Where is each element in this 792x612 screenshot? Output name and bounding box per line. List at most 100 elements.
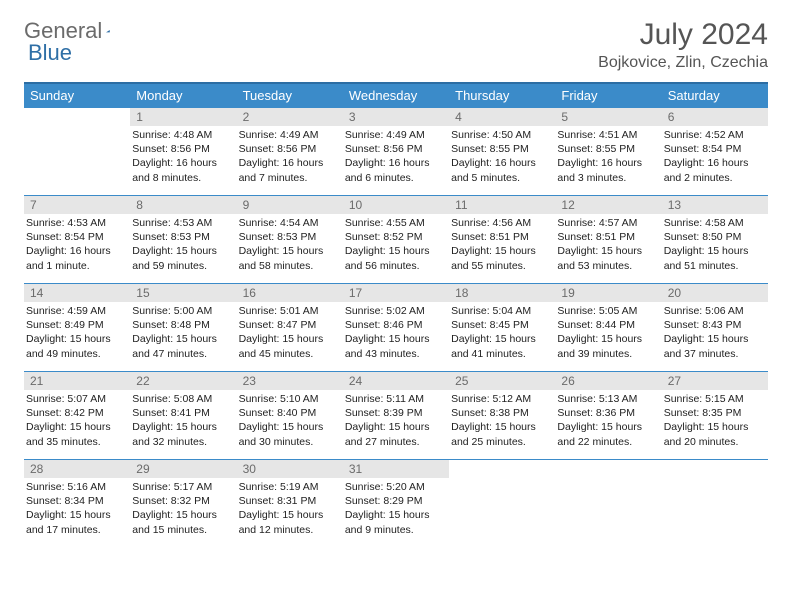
sunrise-line: Sunrise: 4:49 AM [239, 128, 339, 142]
day-body: Sunrise: 5:01 AMSunset: 8:47 PMDaylight:… [237, 302, 343, 363]
day-cell-30: 30Sunrise: 5:19 AMSunset: 8:31 PMDayligh… [237, 460, 343, 548]
day-number: 31 [343, 460, 449, 478]
day-cell-18: 18Sunrise: 5:04 AMSunset: 8:45 PMDayligh… [449, 284, 555, 372]
sunrise-line: Sunrise: 4:52 AM [664, 128, 764, 142]
day-body: Sunrise: 4:55 AMSunset: 8:52 PMDaylight:… [343, 214, 449, 275]
daylight-line: Daylight: 15 hours and 47 minutes. [132, 332, 232, 360]
day-number: 22 [130, 372, 236, 390]
day-body: Sunrise: 5:05 AMSunset: 8:44 PMDaylight:… [555, 302, 661, 363]
day-cell-10: 10Sunrise: 4:55 AMSunset: 8:52 PMDayligh… [343, 196, 449, 284]
day-header-monday: Monday [130, 83, 236, 108]
day-cell-13: 13Sunrise: 4:58 AMSunset: 8:50 PMDayligh… [662, 196, 768, 284]
calendar-table: SundayMondayTuesdayWednesdayThursdayFrid… [24, 82, 768, 548]
day-cell-21: 21Sunrise: 5:07 AMSunset: 8:42 PMDayligh… [24, 372, 130, 460]
sunset-line: Sunset: 8:54 PM [26, 230, 126, 244]
daylight-line: Daylight: 15 hours and 30 minutes. [239, 420, 339, 448]
day-cell-8: 8 Sunrise: 4:53 AMSunset: 8:53 PMDaylight… [130, 196, 236, 284]
sunset-line: Sunset: 8:42 PM [26, 406, 126, 420]
sunset-line: Sunset: 8:29 PM [345, 494, 445, 508]
sunrise-line: Sunrise: 5:01 AM [239, 304, 339, 318]
daylight-line: Daylight: 15 hours and 43 minutes. [345, 332, 445, 360]
day-body: Sunrise: 4:51 AMSunset: 8:55 PMDaylight:… [555, 126, 661, 187]
day-cell-27: 27Sunrise: 5:15 AMSunset: 8:35 PMDayligh… [662, 372, 768, 460]
sunrise-line: Sunrise: 5:15 AM [664, 392, 764, 406]
day-number: 30 [237, 460, 343, 478]
day-number: 27 [662, 372, 768, 390]
day-number: 28 [24, 460, 130, 478]
sunrise-line: Sunrise: 5:05 AM [557, 304, 657, 318]
day-cell-26: 26Sunrise: 5:13 AMSunset: 8:36 PMDayligh… [555, 372, 661, 460]
daylight-line: Daylight: 16 hours and 1 minute. [26, 244, 126, 272]
day-cell-17: 17Sunrise: 5:02 AMSunset: 8:46 PMDayligh… [343, 284, 449, 372]
sunrise-line: Sunrise: 5:16 AM [26, 480, 126, 494]
day-cell-23: 23Sunrise: 5:10 AMSunset: 8:40 PMDayligh… [237, 372, 343, 460]
sunset-line: Sunset: 8:54 PM [664, 142, 764, 156]
sunset-line: Sunset: 8:40 PM [239, 406, 339, 420]
day-body: Sunrise: 4:49 AMSunset: 8:56 PMDaylight:… [237, 126, 343, 187]
day-number: 17 [343, 284, 449, 302]
day-number: 5 [555, 108, 661, 126]
sunset-line: Sunset: 8:53 PM [132, 230, 232, 244]
day-number: 13 [662, 196, 768, 214]
sunrise-line: Sunrise: 5:00 AM [132, 304, 232, 318]
day-body: Sunrise: 5:10 AMSunset: 8:40 PMDaylight:… [237, 390, 343, 451]
sunrise-line: Sunrise: 5:19 AM [239, 480, 339, 494]
day-number: 19 [555, 284, 661, 302]
day-header-wednesday: Wednesday [343, 83, 449, 108]
day-number: 15 [130, 284, 236, 302]
sunset-line: Sunset: 8:50 PM [664, 230, 764, 244]
sunrise-line: Sunrise: 4:53 AM [132, 216, 232, 230]
day-body: Sunrise: 4:52 AMSunset: 8:54 PMDaylight:… [662, 126, 768, 187]
daylight-line: Daylight: 15 hours and 41 minutes. [451, 332, 551, 360]
day-number: 12 [555, 196, 661, 214]
month-title: July 2024 [598, 18, 768, 52]
day-body: Sunrise: 5:20 AMSunset: 8:29 PMDaylight:… [343, 478, 449, 539]
day-number: 8 [130, 196, 236, 214]
sunset-line: Sunset: 8:51 PM [557, 230, 657, 244]
day-cell-29: 29Sunrise: 5:17 AMSunset: 8:32 PMDayligh… [130, 460, 236, 548]
day-body: Sunrise: 4:57 AMSunset: 8:51 PMDaylight:… [555, 214, 661, 275]
sunrise-line: Sunrise: 4:50 AM [451, 128, 551, 142]
daylight-line: Daylight: 16 hours and 8 minutes. [132, 156, 232, 184]
sunrise-line: Sunrise: 5:10 AM [239, 392, 339, 406]
day-body: Sunrise: 4:50 AMSunset: 8:55 PMDaylight:… [449, 126, 555, 187]
daylight-line: Daylight: 15 hours and 51 minutes. [664, 244, 764, 272]
daylight-line: Daylight: 15 hours and 59 minutes. [132, 244, 232, 272]
day-body: Sunrise: 5:13 AMSunset: 8:36 PMDaylight:… [555, 390, 661, 451]
day-number: 20 [662, 284, 768, 302]
day-body: Sunrise: 4:56 AMSunset: 8:51 PMDaylight:… [449, 214, 555, 275]
day-number: 25 [449, 372, 555, 390]
sunset-line: Sunset: 8:56 PM [239, 142, 339, 156]
day-header-saturday: Saturday [662, 83, 768, 108]
sunset-line: Sunset: 8:36 PM [557, 406, 657, 420]
day-body: Sunrise: 5:06 AMSunset: 8:43 PMDaylight:… [662, 302, 768, 363]
sunset-line: Sunset: 8:47 PM [239, 318, 339, 332]
day-cell-25: 25Sunrise: 5:12 AMSunset: 8:38 PMDayligh… [449, 372, 555, 460]
day-body: Sunrise: 4:48 AMSunset: 8:56 PMDaylight:… [130, 126, 236, 187]
empty-cell [662, 460, 768, 548]
day-body: Sunrise: 4:58 AMSunset: 8:50 PMDaylight:… [662, 214, 768, 275]
day-number: 11 [449, 196, 555, 214]
day-number: 18 [449, 284, 555, 302]
day-body: Sunrise: 5:17 AMSunset: 8:32 PMDaylight:… [130, 478, 236, 539]
calendar-row: 28Sunrise: 5:16 AMSunset: 8:34 PMDayligh… [24, 460, 768, 548]
day-body: Sunrise: 5:11 AMSunset: 8:39 PMDaylight:… [343, 390, 449, 451]
sunrise-line: Sunrise: 5:06 AM [664, 304, 764, 318]
day-number: 2 [237, 108, 343, 126]
sunrise-line: Sunrise: 4:59 AM [26, 304, 126, 318]
daylight-line: Daylight: 15 hours and 22 minutes. [557, 420, 657, 448]
daylight-line: Daylight: 15 hours and 53 minutes. [557, 244, 657, 272]
day-header-tuesday: Tuesday [237, 83, 343, 108]
day-cell-31: 31Sunrise: 5:20 AMSunset: 8:29 PMDayligh… [343, 460, 449, 548]
day-number: 24 [343, 372, 449, 390]
sunset-line: Sunset: 8:32 PM [132, 494, 232, 508]
day-number: 14 [24, 284, 130, 302]
sunset-line: Sunset: 8:52 PM [345, 230, 445, 244]
day-cell-2: 2Sunrise: 4:49 AMSunset: 8:56 PMDaylight… [237, 108, 343, 196]
day-cell-14: 14Sunrise: 4:59 AMSunset: 8:49 PMDayligh… [24, 284, 130, 372]
empty-cell [555, 460, 661, 548]
sunset-line: Sunset: 8:34 PM [26, 494, 126, 508]
day-number: 4 [449, 108, 555, 126]
daylight-line: Daylight: 15 hours and 35 minutes. [26, 420, 126, 448]
brand-word2: Blue [28, 40, 72, 66]
